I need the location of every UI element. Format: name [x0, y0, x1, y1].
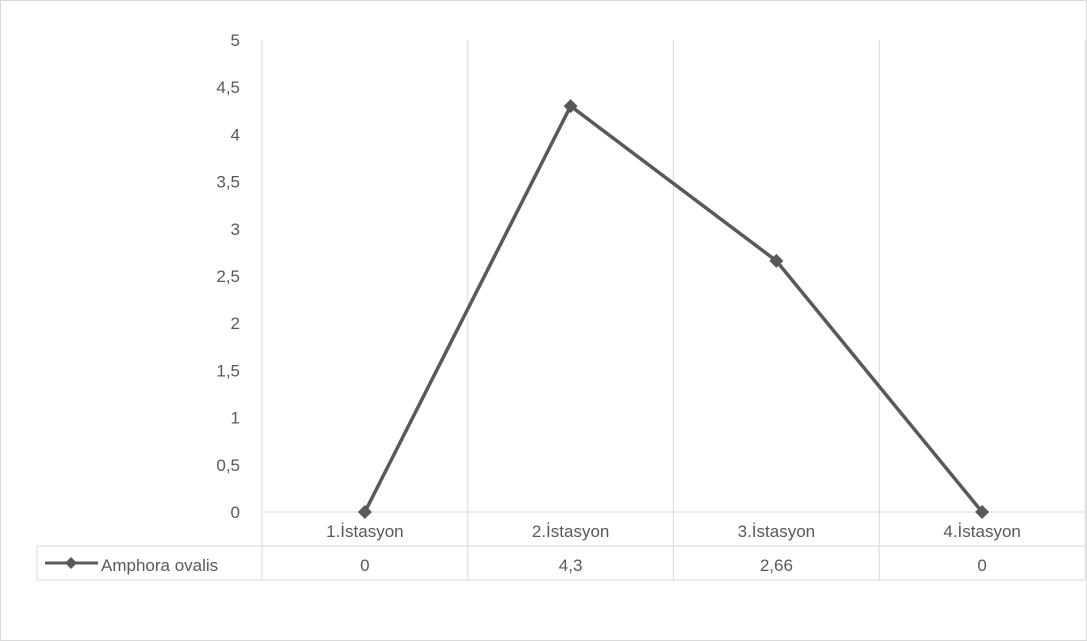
table-value-cell: 2,66 [760, 556, 793, 575]
y-tick-label: 0,5 [216, 456, 240, 475]
grid-layer [261, 40, 1086, 512]
y-tick-label: 3 [231, 220, 240, 239]
y-tick-label: 1,5 [216, 361, 240, 380]
y-axis-ticks: 0 0,5 1 1,5 2 2,5 3 3,5 4 4,5 5 [216, 31, 240, 522]
y-tick-label: 3,5 [216, 173, 240, 192]
data-table: 1.İstasyon 2.İstasyon 3.İstasyon 4.İstasyon… [36, 511, 1086, 581]
legend-series-name: Amphora ovalis [101, 556, 218, 575]
data-point-marker [357, 505, 372, 519]
y-tick-label: 0 [231, 503, 240, 522]
x-category-label: 3.İstasyon [738, 522, 816, 541]
x-category-label: 1.İstasyon [326, 522, 404, 541]
data-point-marker [563, 99, 578, 114]
y-tick-label: 1 [231, 409, 240, 428]
y-tick-label: 5 [231, 31, 240, 50]
y-tick-label: 4,5 [216, 78, 240, 97]
x-category-label: 2.İstasyon [532, 522, 610, 541]
data-point-marker [975, 505, 990, 519]
y-tick-label: 4 [231, 125, 240, 144]
series-layer [357, 99, 990, 519]
table-value-cell: 0 [977, 556, 986, 575]
table-value-cell: 4,3 [559, 556, 583, 575]
y-tick-label: 2,5 [216, 267, 240, 286]
series-line [363, 104, 984, 514]
table-value-cell: 0 [360, 556, 369, 575]
data-point-marker [769, 253, 784, 268]
legend-diamond-icon [65, 557, 77, 569]
y-tick-label: 2 [231, 314, 240, 333]
x-category-label: 4.İstasyon [943, 522, 1021, 541]
